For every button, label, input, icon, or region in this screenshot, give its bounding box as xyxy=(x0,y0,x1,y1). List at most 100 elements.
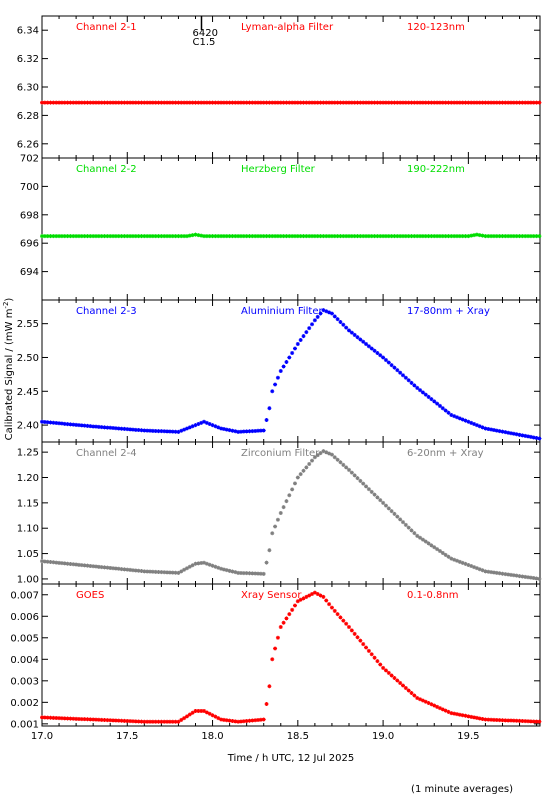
data-point xyxy=(91,717,96,722)
data-point xyxy=(520,433,525,438)
data-point xyxy=(119,567,124,572)
data-point xyxy=(466,419,471,424)
y-tick-label: 2.50 xyxy=(17,353,39,364)
data-point xyxy=(398,517,403,522)
data-point xyxy=(503,234,508,239)
channel-label: Channel 2-4 xyxy=(76,448,137,459)
data-point xyxy=(358,337,363,342)
data-point xyxy=(94,564,99,569)
data-point xyxy=(88,563,93,568)
data-point xyxy=(244,718,249,723)
data-point xyxy=(42,234,47,239)
data-point xyxy=(116,426,121,431)
data-point xyxy=(460,560,465,565)
data-point xyxy=(435,401,440,406)
panel-3: 2.40 2.45 2.50 2.55 Channel 2-3 Aluminium Fil… xyxy=(17,299,542,443)
data-point xyxy=(321,308,326,313)
data-point xyxy=(520,719,525,724)
data-point xyxy=(531,576,536,581)
data-point xyxy=(364,234,369,239)
data-point xyxy=(122,567,127,572)
data-point xyxy=(167,234,172,239)
data-point xyxy=(469,420,474,425)
data-point xyxy=(207,234,212,239)
series-points xyxy=(40,232,542,239)
data-point xyxy=(517,574,522,579)
data-point xyxy=(173,719,178,724)
data-point xyxy=(489,427,494,432)
data-point xyxy=(301,596,306,601)
data-point xyxy=(241,429,246,434)
data-point xyxy=(537,576,542,581)
data-point xyxy=(45,100,50,105)
y-tick-label: 6.26 xyxy=(17,139,39,150)
data-point xyxy=(312,234,317,239)
data-point xyxy=(281,620,286,625)
data-point xyxy=(281,364,286,369)
data-point xyxy=(57,716,62,721)
data-point xyxy=(329,452,334,457)
data-point xyxy=(443,100,448,105)
data-point xyxy=(199,233,204,238)
data-point xyxy=(224,427,229,432)
data-point xyxy=(409,380,414,385)
data-point xyxy=(389,100,394,105)
data-point xyxy=(514,234,519,239)
data-point xyxy=(273,646,278,651)
data-point xyxy=(312,455,317,460)
data-point xyxy=(383,503,388,508)
y-tick-label: 0.001 xyxy=(10,719,39,730)
data-point xyxy=(386,360,391,365)
data-point xyxy=(45,234,50,239)
data-point xyxy=(338,100,343,105)
data-point xyxy=(457,712,462,717)
data-point xyxy=(372,655,377,660)
data-point xyxy=(506,234,511,239)
data-point xyxy=(287,234,292,239)
data-point xyxy=(133,568,138,573)
data-point xyxy=(102,718,107,723)
data-point xyxy=(71,716,76,721)
data-point xyxy=(207,562,212,567)
y-tick-label: 702 xyxy=(20,154,39,165)
data-point xyxy=(130,100,135,105)
data-point xyxy=(474,100,479,105)
data-point xyxy=(99,565,104,570)
data-point xyxy=(176,234,181,239)
data-point xyxy=(130,234,135,239)
data-point xyxy=(344,100,349,105)
data-point xyxy=(392,234,397,239)
data-point xyxy=(480,233,485,238)
data-point xyxy=(358,638,363,643)
data-point xyxy=(261,571,266,576)
data-point xyxy=(54,715,59,720)
y-tick-label: 1.10 xyxy=(17,524,39,535)
data-point xyxy=(105,100,110,105)
data-point xyxy=(244,100,249,105)
data-point xyxy=(329,311,334,316)
data-point xyxy=(364,484,369,489)
data-point xyxy=(150,428,155,433)
data-point xyxy=(264,234,269,239)
data-point xyxy=(415,385,420,390)
data-point xyxy=(261,428,266,433)
data-point xyxy=(452,711,457,716)
data-point xyxy=(258,428,263,433)
data-point xyxy=(219,100,224,105)
data-point xyxy=(76,423,81,428)
data-point xyxy=(364,100,369,105)
y-tick-label: 694 xyxy=(20,267,39,278)
data-point xyxy=(113,100,118,105)
data-point xyxy=(224,100,229,105)
data-point xyxy=(96,100,101,105)
data-point xyxy=(409,100,414,105)
data-point xyxy=(335,100,340,105)
data-point xyxy=(247,571,252,576)
data-point xyxy=(247,429,252,434)
data-point xyxy=(312,318,317,323)
data-point xyxy=(344,621,349,626)
data-point xyxy=(375,495,380,500)
data-point xyxy=(290,607,295,612)
data-point xyxy=(452,557,457,562)
data-point xyxy=(142,234,147,239)
